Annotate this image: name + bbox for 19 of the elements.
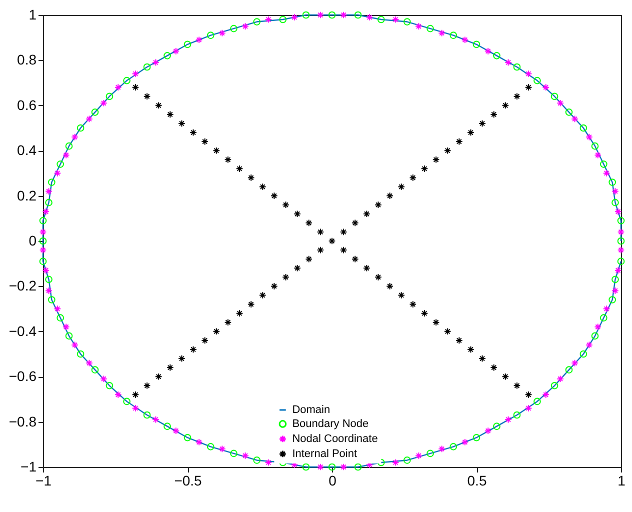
y-tick-label: 0.8	[17, 52, 37, 68]
x-tick-label: 0	[328, 472, 337, 488]
y-tick-label: 0	[28, 232, 37, 248]
x-tick-label: 1	[618, 472, 626, 488]
y-tick-label: 0.4	[17, 142, 37, 158]
y-tick-label: 1	[28, 6, 37, 22]
legend-label: Boundary Node	[292, 418, 369, 430]
y-tick-label: 0.6	[17, 96, 37, 113]
y-tick-label: −0.8	[8, 413, 37, 430]
y-tick-label: −0.2	[8, 278, 37, 294]
y-tick-label: −0.4	[8, 322, 37, 339]
y-tick-label: 0.2	[17, 187, 37, 204]
x-tick-label: −0.5	[174, 472, 202, 488]
legend-label: Domain	[292, 404, 330, 416]
legend-label: Nodal Coordinate	[292, 432, 378, 445]
x-tick-label: 0.5	[467, 472, 487, 488]
y-tick-label: −0.6	[8, 368, 37, 384]
legend-label: Internal Point	[292, 448, 358, 460]
y-tick-label: −1	[20, 458, 37, 474]
